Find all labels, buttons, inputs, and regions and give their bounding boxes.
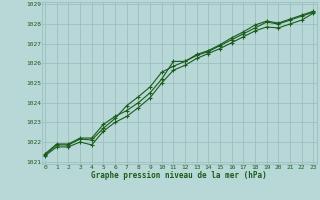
X-axis label: Graphe pression niveau de la mer (hPa): Graphe pression niveau de la mer (hPa) [91, 171, 267, 180]
